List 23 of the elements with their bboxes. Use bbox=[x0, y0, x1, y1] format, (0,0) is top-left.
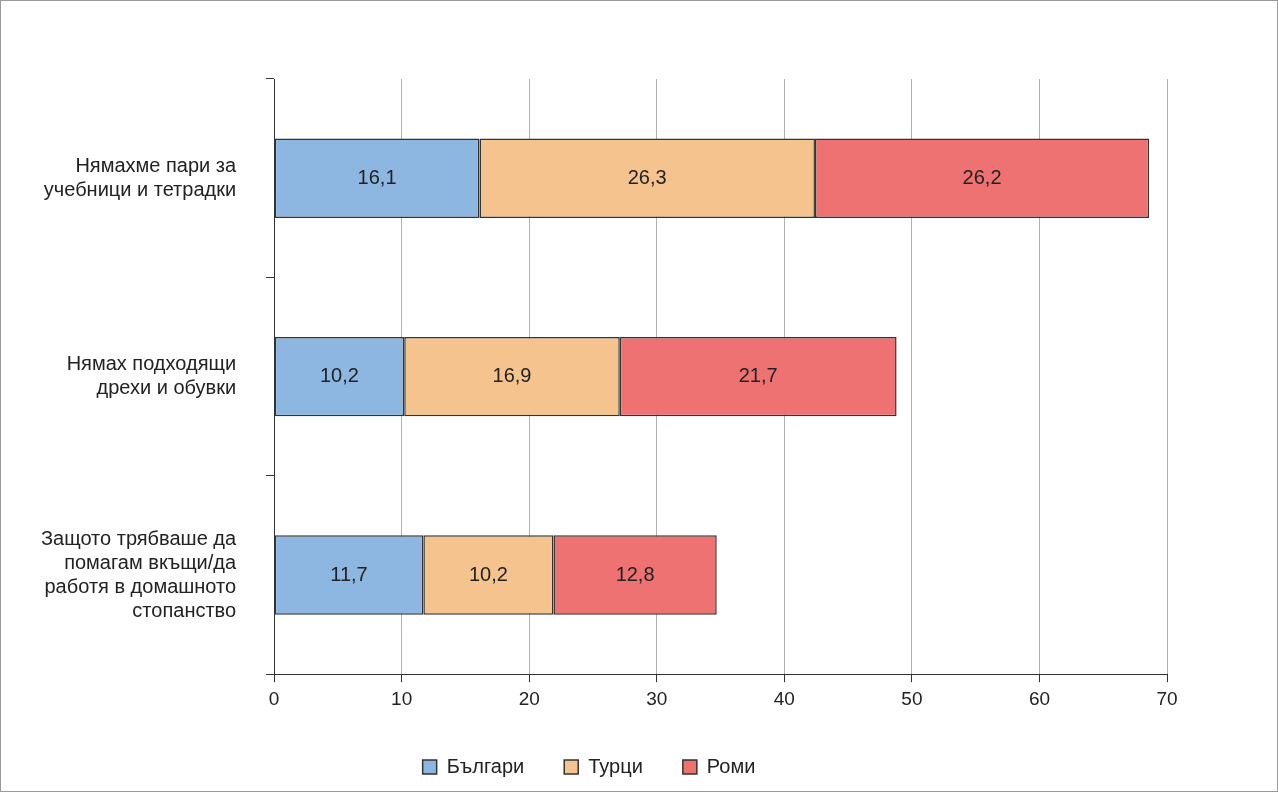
data-label: 16,9 bbox=[492, 364, 532, 387]
y-tick-label: Защото трябваше да помагам вкъщи/да работя в домашното стопанство bbox=[40, 526, 237, 621]
x-tick-label: 50 bbox=[901, 687, 923, 709]
data-label: 21,7 bbox=[738, 364, 778, 387]
x-tick-label: 70 bbox=[1156, 687, 1178, 709]
x-tick-label: 10 bbox=[391, 687, 413, 709]
x-tick-label: 40 bbox=[773, 687, 795, 709]
data-label: 12,8 bbox=[615, 562, 655, 585]
data-label: 11,7 bbox=[330, 562, 368, 585]
legend-label: Турци bbox=[588, 754, 643, 777]
legend-label: Роми bbox=[706, 754, 756, 777]
data-label: 26,3 bbox=[627, 165, 667, 188]
x-tick-label: 60 bbox=[1028, 687, 1051, 709]
data-label: 26,2 bbox=[962, 165, 1002, 188]
data-label: 10,2 bbox=[319, 364, 359, 387]
y-tick-label: Нямах подходящи дрехи и обувки bbox=[66, 352, 237, 399]
y-tick-label: Нямахме пари за учебници и тетрадки bbox=[43, 153, 237, 200]
x-tick-label: 20 bbox=[518, 687, 540, 709]
x-tick-label: 0 bbox=[268, 687, 280, 709]
data-label: 16,1 bbox=[357, 165, 397, 188]
legend-label: Българи bbox=[446, 754, 525, 777]
x-tick-label: 30 bbox=[646, 687, 668, 709]
data-label: 10,2 bbox=[468, 562, 508, 585]
